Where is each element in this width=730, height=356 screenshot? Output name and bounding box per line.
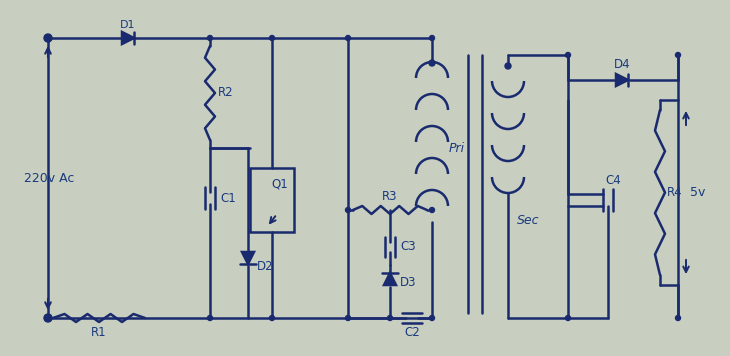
Circle shape bbox=[505, 63, 511, 69]
Text: D2: D2 bbox=[257, 260, 273, 272]
Circle shape bbox=[207, 315, 212, 320]
Circle shape bbox=[429, 208, 434, 213]
Circle shape bbox=[566, 315, 571, 320]
Circle shape bbox=[345, 315, 350, 320]
Circle shape bbox=[269, 315, 274, 320]
Text: Q1: Q1 bbox=[272, 178, 288, 190]
Text: Sec: Sec bbox=[517, 214, 539, 226]
Text: D1: D1 bbox=[120, 20, 136, 30]
Text: R4: R4 bbox=[667, 185, 683, 199]
Text: Pri: Pri bbox=[449, 141, 465, 155]
Circle shape bbox=[345, 36, 350, 41]
Circle shape bbox=[566, 52, 571, 58]
Text: 220v Ac: 220v Ac bbox=[24, 172, 74, 184]
Circle shape bbox=[429, 60, 435, 66]
Circle shape bbox=[675, 315, 680, 320]
Polygon shape bbox=[242, 252, 254, 264]
Text: R3: R3 bbox=[383, 189, 398, 203]
Text: C4: C4 bbox=[605, 173, 621, 187]
Circle shape bbox=[388, 315, 393, 320]
Circle shape bbox=[207, 36, 212, 41]
Polygon shape bbox=[122, 32, 134, 44]
Text: D4: D4 bbox=[614, 58, 630, 70]
Text: C2: C2 bbox=[404, 326, 420, 340]
Text: R2: R2 bbox=[218, 87, 234, 99]
Circle shape bbox=[429, 315, 434, 320]
Text: 5v: 5v bbox=[691, 185, 706, 199]
Text: R1: R1 bbox=[91, 325, 107, 339]
Text: D3: D3 bbox=[400, 277, 416, 289]
Polygon shape bbox=[616, 74, 628, 86]
Circle shape bbox=[269, 36, 274, 41]
Text: C1: C1 bbox=[220, 192, 236, 204]
Circle shape bbox=[345, 208, 350, 213]
Circle shape bbox=[675, 52, 680, 58]
Text: C3: C3 bbox=[400, 241, 416, 253]
Circle shape bbox=[44, 314, 52, 322]
Circle shape bbox=[45, 315, 50, 320]
Polygon shape bbox=[384, 273, 396, 285]
Circle shape bbox=[44, 34, 52, 42]
Circle shape bbox=[429, 36, 434, 41]
